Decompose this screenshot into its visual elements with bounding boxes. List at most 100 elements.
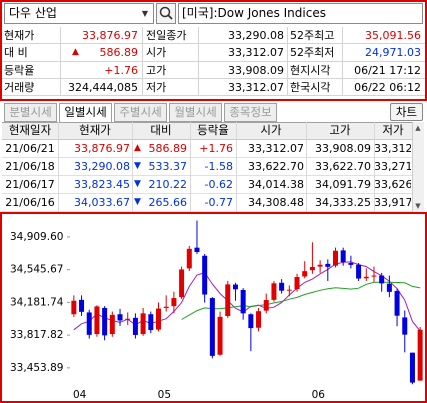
y-tick-label: 33,817.82	[10, 329, 63, 341]
candle-body	[194, 247, 200, 252]
candle-body	[340, 250, 346, 263]
candle-body	[371, 275, 377, 277]
candle-body	[363, 276, 369, 279]
search-input[interactable]: 다우 산업	[4, 3, 154, 24]
table-header: 저가	[382, 123, 404, 137]
candle-body	[202, 255, 208, 295]
table-cell: -0.77	[204, 196, 233, 209]
candle-body	[240, 289, 246, 314]
symbol-field: [미국]:Dow Jones Indices	[178, 3, 423, 24]
table-cell: 34,308.48	[248, 196, 304, 209]
table-header: 현재가	[79, 123, 111, 137]
table-col-line	[132, 122, 133, 212]
table-cell: 533.37	[148, 160, 188, 173]
symbol-text: [미국]:Dow Jones Indices	[182, 6, 326, 20]
info-value: 33,908.09	[228, 63, 284, 77]
candle-body	[402, 317, 408, 335]
dropdown-icon[interactable]: ▼	[141, 9, 149, 18]
search-query: 다우 산업	[9, 6, 57, 20]
info-label: 저가	[146, 80, 167, 94]
table-cell: ▼	[134, 161, 141, 171]
info-col-line	[198, 27, 199, 97]
candle-body	[125, 318, 131, 320]
candle-body	[263, 300, 269, 311]
tab[interactable]: 주별시세	[114, 103, 167, 122]
table-cell: 34,091.79	[315, 178, 371, 191]
info-value: 33,876.97	[82, 29, 138, 42]
x-tick-label: 06	[312, 389, 326, 401]
candle-body	[225, 284, 231, 317]
candle-body	[140, 313, 146, 335]
quote-frame	[0, 0, 427, 101]
tab[interactable]: 일별시세	[59, 103, 112, 122]
table-cell: 34,333.25	[315, 196, 371, 209]
y-tick-label: 33,453.89	[10, 362, 63, 374]
candle-body	[348, 262, 354, 265]
candle-body	[256, 311, 262, 328]
table-col-line	[374, 122, 375, 212]
candle-body	[409, 352, 415, 383]
info-row-line	[2, 60, 425, 62]
table-cell: 33,908.09	[315, 142, 371, 155]
candle-body	[148, 314, 154, 331]
info-col-line	[142, 27, 143, 97]
info-label: 전일종가	[146, 29, 187, 42]
table-cell: -1.58	[204, 160, 233, 173]
table-cell: 33,312.07	[374, 142, 411, 155]
info-label: 현지시각	[290, 63, 331, 77]
scroll-down[interactable]: ▼	[415, 202, 421, 210]
search-button[interactable]	[156, 3, 176, 24]
table-cell: 33,290.08	[74, 160, 130, 173]
info-value: 06/22 06:12	[354, 80, 421, 94]
table-cell: 586.89	[148, 142, 188, 155]
info-value: +1.76	[104, 63, 138, 77]
candle-body	[179, 269, 185, 298]
candle-body	[132, 317, 138, 335]
table-cell: 21/06/17	[5, 178, 55, 191]
candle-body	[317, 264, 323, 267]
scrollbar[interactable]	[412, 122, 424, 212]
chart-button[interactable]: 차트	[390, 103, 423, 121]
candle-body	[394, 290, 400, 316]
tab[interactable]: 종목정보	[224, 103, 277, 122]
info-value: 586.89	[99, 46, 139, 60]
tab[interactable]: 분별시세	[4, 103, 57, 122]
scroll-up[interactable]: ▲	[415, 124, 421, 132]
y-tick-label: 34,909.60	[10, 231, 63, 243]
candle-body	[117, 314, 123, 321]
candle-body	[356, 264, 362, 279]
moving-average-line	[181, 281, 421, 320]
info-value: 33,312.07	[228, 46, 284, 60]
candle-body	[325, 263, 331, 267]
table-header: 시가	[260, 123, 282, 137]
table-cell: 33,622.70	[248, 160, 304, 173]
tab[interactable]: 월별시세	[169, 103, 222, 122]
candle-body	[71, 300, 77, 315]
candle-body	[79, 299, 85, 312]
moving-average-line	[73, 261, 421, 332]
info-value: 324,444,085	[68, 80, 138, 94]
info-value: 06/21 17:12	[354, 63, 421, 77]
x-tick-label: 05	[158, 389, 171, 401]
candle-body	[102, 307, 108, 336]
table-cell: ▼	[134, 179, 141, 189]
y-tick-label: 34,545.67	[10, 264, 63, 276]
candle-body	[417, 329, 423, 381]
candle-body	[94, 306, 100, 335]
candle-body	[302, 271, 308, 277]
candle-body	[171, 298, 177, 307]
candle-body	[333, 250, 338, 266]
info-label: 대 비	[4, 46, 28, 60]
table-cell: 33,271.93	[374, 160, 411, 173]
table-col-line	[58, 122, 59, 212]
info-value: 35,091.56	[365, 29, 421, 42]
table-col-line	[306, 122, 307, 212]
table-cell: 21/06/21	[5, 142, 55, 155]
info-value: 24,971.03	[365, 46, 421, 60]
table-cell: ▲	[134, 143, 141, 153]
chart-frame	[0, 212, 427, 403]
candle-body	[294, 277, 300, 290]
change-arrow: ▲	[72, 47, 79, 58]
table-cell: -0.62	[204, 178, 233, 191]
